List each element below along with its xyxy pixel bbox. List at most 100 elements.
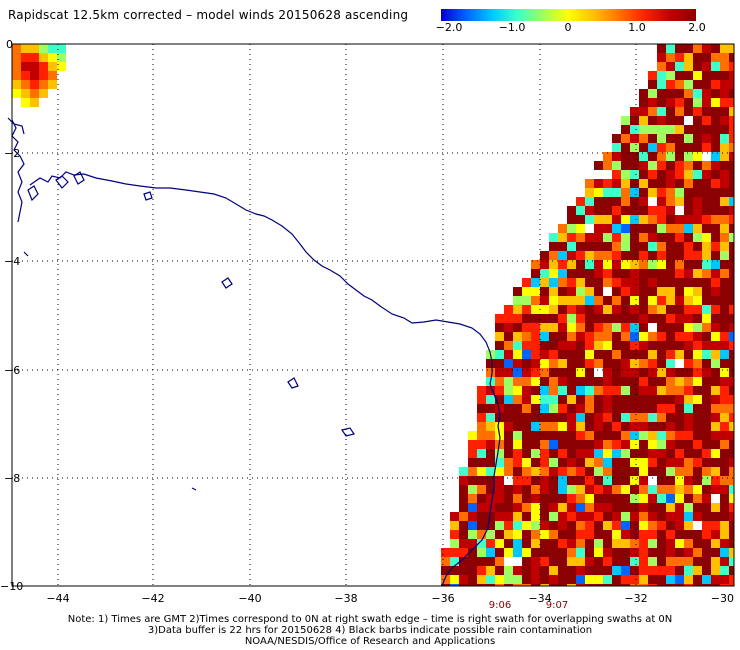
swath-cell (576, 332, 585, 341)
swath-cell (702, 197, 711, 206)
swath-cell (612, 404, 621, 413)
swath-cell (657, 233, 666, 242)
swath-cell (729, 557, 734, 566)
swath-cell (540, 458, 549, 467)
swath-cell (531, 476, 540, 485)
swath-cell (657, 62, 666, 71)
swath-cell (720, 359, 729, 368)
swath-cell (558, 251, 567, 260)
swath-cell (549, 386, 558, 395)
swath-cell (594, 431, 603, 440)
swath-cell (603, 314, 612, 323)
swath-cell (630, 575, 639, 584)
swath-cell (720, 431, 729, 440)
swath-cell (711, 125, 720, 134)
swath-cell (594, 449, 603, 458)
swath-cell (729, 260, 734, 269)
swath-cell (729, 575, 734, 584)
swath-cell (657, 215, 666, 224)
swath-cell (585, 179, 594, 188)
swath-cell (531, 422, 540, 431)
swath-cell (531, 467, 540, 476)
swath-cell (513, 287, 522, 296)
swath-cell (621, 323, 630, 332)
swath-cell (666, 53, 675, 62)
swath-cell (684, 53, 693, 62)
swath-cell (621, 179, 630, 188)
swath-cell (468, 584, 477, 586)
swath-cell (567, 242, 576, 251)
swath-cell (594, 512, 603, 521)
swath-cell (639, 170, 648, 179)
swath-cell (675, 575, 684, 584)
swath-cell (639, 269, 648, 278)
swath-cell (684, 116, 693, 125)
swath-cell (612, 251, 621, 260)
swath-cell (675, 431, 684, 440)
swath-cell (567, 512, 576, 521)
swath-cell (639, 413, 648, 422)
swath-cell (477, 494, 486, 503)
swath-cell (621, 296, 630, 305)
y-tick-label: 0 (6, 38, 13, 51)
swath-cell (612, 305, 621, 314)
swath-cell (729, 566, 734, 575)
swath-cell (648, 341, 657, 350)
swath-cell (648, 224, 657, 233)
swath-cell (684, 566, 693, 575)
swath-cell (666, 269, 675, 278)
swath-cell (666, 359, 675, 368)
swath-cell (684, 494, 693, 503)
swath-cell (711, 422, 720, 431)
swath-cell (567, 440, 576, 449)
swath-cell (729, 422, 734, 431)
swath-cell (603, 467, 612, 476)
swath-cell (540, 440, 549, 449)
swath-cell (558, 494, 567, 503)
swath-cell (522, 521, 531, 530)
swath-cell (486, 584, 495, 586)
swath-cell (657, 323, 666, 332)
swath-cell (558, 305, 567, 314)
swath-cell (585, 494, 594, 503)
swath-cell (702, 53, 711, 62)
swath-cell (540, 377, 549, 386)
swath-cell (711, 305, 720, 314)
swath-cell (711, 485, 720, 494)
swath-cell (630, 269, 639, 278)
swath-cell (621, 494, 630, 503)
swath-cell (621, 512, 630, 521)
swath-cell (603, 341, 612, 350)
swath-cell (612, 359, 621, 368)
swath-cell (540, 485, 549, 494)
swath-cell (576, 494, 585, 503)
swath-cell (468, 512, 477, 521)
swath-cell (513, 368, 522, 377)
swath-cell (657, 80, 666, 89)
swath-cell (522, 431, 531, 440)
swath-cell (702, 215, 711, 224)
swath-cell (666, 323, 675, 332)
swath-cell (648, 539, 657, 548)
swath-cell (603, 512, 612, 521)
swath-cell (558, 431, 567, 440)
swath-cell (576, 305, 585, 314)
swath-cell (639, 179, 648, 188)
swath-cell (549, 557, 558, 566)
swath-cell (639, 404, 648, 413)
swath-cell (666, 395, 675, 404)
swath-cell (666, 530, 675, 539)
swath-cell (603, 440, 612, 449)
swath-cell (549, 404, 558, 413)
swath-cell (711, 197, 720, 206)
swath-cell (576, 557, 585, 566)
swath-cell (666, 503, 675, 512)
swath-cell (621, 161, 630, 170)
swath-cell (729, 98, 734, 107)
swath-cell (603, 449, 612, 458)
swath-cell (522, 557, 531, 566)
swath-cell (531, 269, 540, 278)
swath-cell (684, 386, 693, 395)
swath-cell (657, 107, 666, 116)
swath-cell (522, 377, 531, 386)
